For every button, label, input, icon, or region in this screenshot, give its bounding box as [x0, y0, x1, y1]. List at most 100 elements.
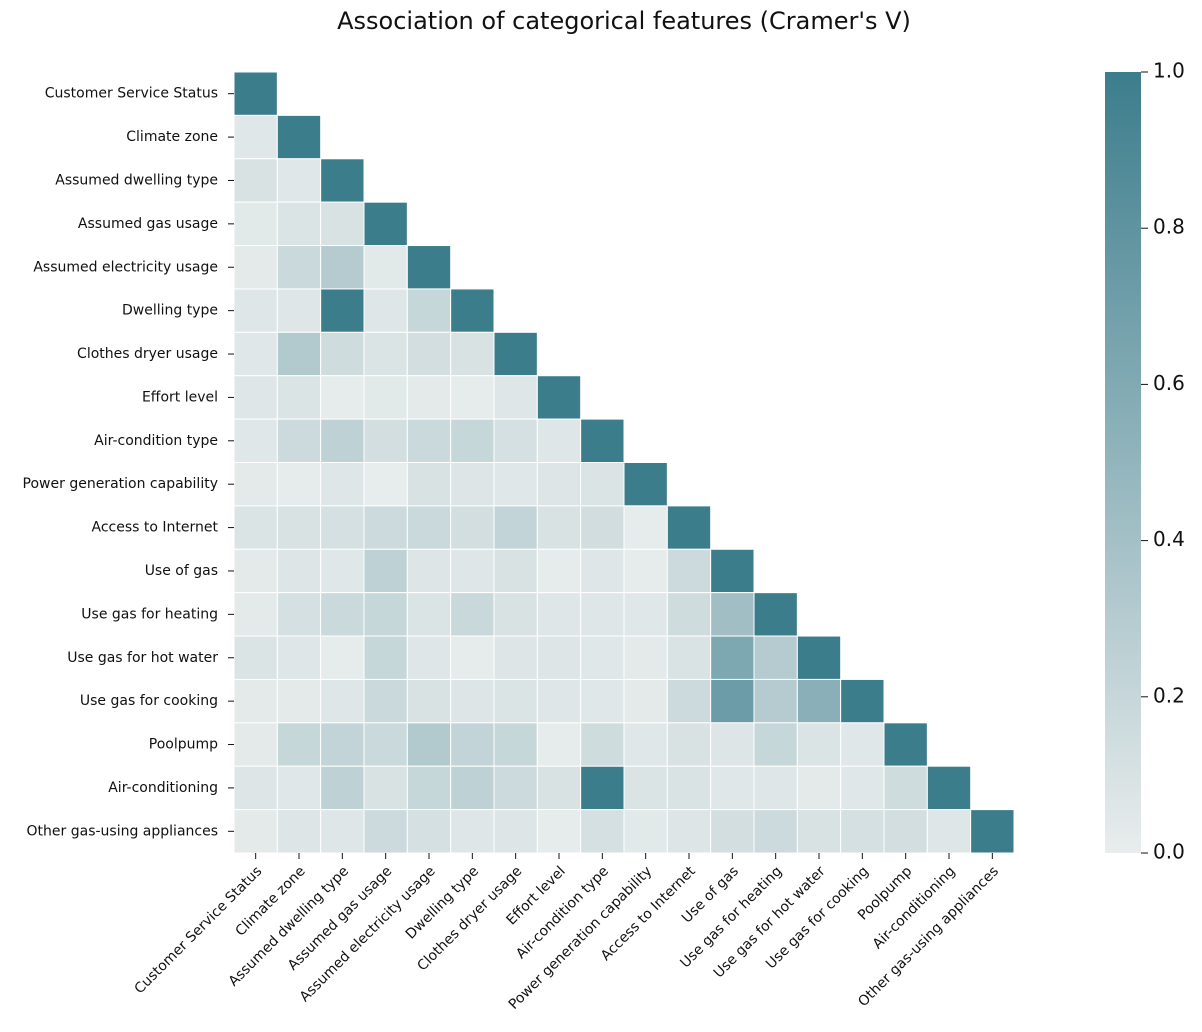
heatmap-cell [406, 809, 452, 854]
heatmap-cell [320, 288, 365, 333]
heatmap-cell [363, 678, 408, 724]
y-tick-label: Assumed electricity usage [33, 259, 218, 275]
heatmap-cell [623, 765, 668, 811]
heatmap-cell [363, 245, 408, 290]
heatmap-cell [320, 592, 365, 637]
heatmap-cell [363, 592, 408, 637]
heatmap-cell [580, 809, 625, 854]
heatmap-cell [753, 635, 798, 680]
y-tick-label: Dwelling type [122, 303, 218, 319]
heatmap-cell [320, 722, 365, 767]
heatmap-cell [710, 722, 755, 767]
heatmap-cell [623, 722, 668, 767]
heatmap-cell [450, 765, 495, 811]
heatmap-cell [450, 678, 495, 724]
heatmap-cell [580, 635, 625, 680]
heatmap-cell [493, 592, 538, 637]
heatmap-cell [536, 809, 582, 854]
heatmap-cell [493, 548, 538, 594]
heatmap-cell [406, 505, 452, 550]
heatmap-cell [666, 505, 712, 550]
heatmap-cell [363, 375, 408, 420]
heatmap-cell [406, 592, 452, 637]
heatmap-cell [840, 809, 885, 854]
heatmap-cell [276, 288, 322, 333]
heatmap-cell [450, 288, 495, 333]
heatmap-cell [276, 548, 322, 594]
heatmap-cell [710, 635, 755, 680]
heatmap-cell [623, 548, 668, 594]
heatmap-cell [233, 462, 278, 507]
heatmap-cell [450, 592, 495, 637]
heatmap-cell [666, 635, 712, 680]
heatmap-cell [233, 809, 278, 854]
heatmap-cell [580, 765, 625, 811]
heatmap-cell [320, 331, 365, 377]
heatmap-cell [710, 592, 755, 637]
heatmap-cell [276, 418, 322, 464]
heatmap-cell [450, 635, 495, 680]
heatmap-cell [536, 375, 582, 420]
heatmap-cell [276, 462, 322, 507]
y-tick-label: Climate zone [126, 129, 218, 145]
heatmap-cell [406, 548, 452, 594]
heatmap-cell [493, 331, 538, 377]
colorbar-tick-label: 0.0 [1153, 840, 1185, 864]
y-tick-label: Assumed gas usage [78, 216, 218, 232]
heatmap-cell [450, 375, 495, 420]
heatmap-cell [320, 635, 365, 680]
heatmap-cell [363, 462, 408, 507]
heatmap-cell [276, 722, 322, 767]
heatmap-cell [276, 765, 322, 811]
heatmap-cell [233, 331, 278, 377]
heatmap-cell [753, 809, 798, 854]
heatmap-cell [406, 635, 452, 680]
heatmap-cell [580, 505, 625, 550]
heatmap-cell [363, 765, 408, 811]
heatmap-cell [493, 635, 538, 680]
heatmap-cell [970, 809, 1015, 854]
heatmap-cell [493, 505, 538, 550]
y-tick-label: Customer Service Status [45, 86, 218, 102]
heatmap-cell [406, 331, 452, 377]
heatmap-cell [233, 288, 278, 333]
heatmap-cell [536, 505, 582, 550]
heatmap-cell [363, 635, 408, 680]
y-tick-label: Poolpump [149, 737, 218, 753]
colorbar-tick-label: 0.4 [1153, 527, 1185, 551]
heatmap-cell [666, 548, 712, 594]
heatmap-cell [623, 678, 668, 724]
heatmap-cell [536, 765, 582, 811]
heatmap-cell [450, 722, 495, 767]
heatmap-cell [406, 288, 452, 333]
heatmap-cell [233, 592, 278, 637]
heatmap-cell [840, 722, 885, 767]
heatmap-cell [320, 245, 365, 290]
heatmap-cell [493, 722, 538, 767]
heatmap-cell [276, 375, 322, 420]
colorbar-tick-label: 0.6 [1153, 371, 1185, 395]
heatmap-cell [623, 635, 668, 680]
heatmap-cell [450, 331, 495, 377]
heatmap-cell [536, 635, 582, 680]
heatmap-cell [320, 765, 365, 811]
heatmap-cell [666, 765, 712, 811]
heatmap-cell [493, 765, 538, 811]
heatmap-cell [233, 765, 278, 811]
heatmap-cell [233, 375, 278, 420]
heatmap-cell [450, 462, 495, 507]
heatmap-cell [536, 592, 582, 637]
heatmap-cell [276, 114, 322, 160]
heatmap-cell [710, 678, 755, 724]
heatmap-cell [623, 505, 668, 550]
heatmap-cell [276, 678, 322, 724]
heatmap-cell [276, 505, 322, 550]
heatmap-cell [233, 158, 278, 203]
heatmap-cell [450, 809, 495, 854]
heatmap-cell [406, 462, 452, 507]
heatmap-cell [840, 765, 885, 811]
heatmap-cell [450, 548, 495, 594]
heatmap-cell [536, 418, 582, 464]
heatmap-cell [320, 201, 365, 247]
